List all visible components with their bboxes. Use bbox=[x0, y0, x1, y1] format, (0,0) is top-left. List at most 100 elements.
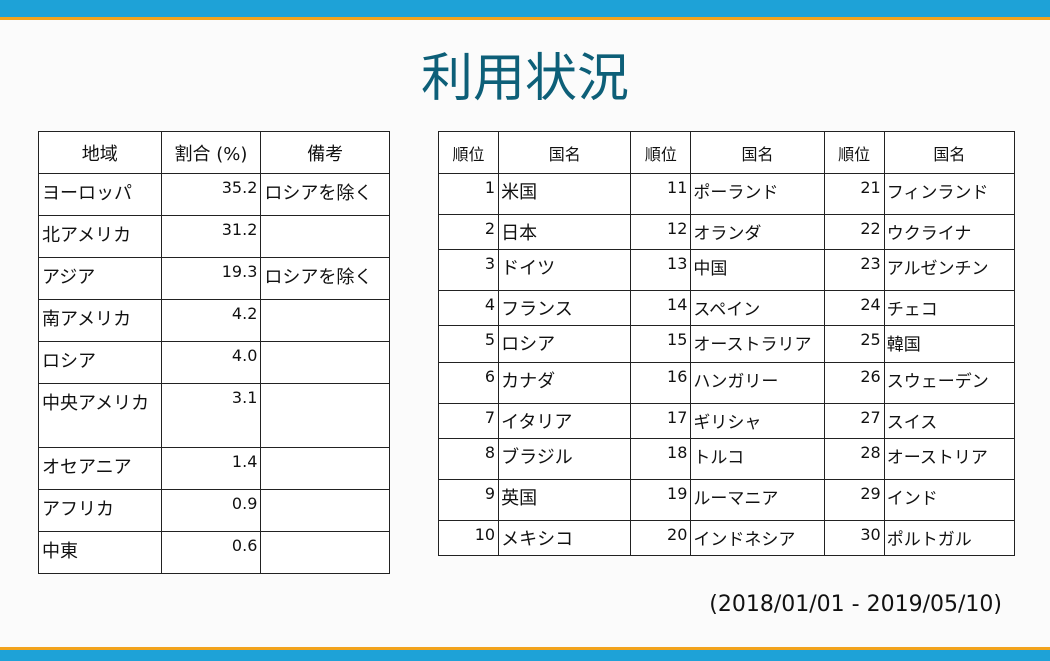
country-name: ポルトガル bbox=[883, 520, 1016, 556]
rank-table-header-row: 順位 国名 順位 国名 順位 国名 bbox=[437, 131, 1016, 174]
rank-number: 29 bbox=[823, 479, 885, 521]
rank-number: 12 bbox=[630, 214, 692, 250]
country-name: アルゼンチン bbox=[883, 249, 1016, 291]
table-row: 6 カナダ 16 ハンガリー 26 スウェーデン bbox=[437, 362, 1016, 404]
rank-number: 10 bbox=[437, 520, 500, 556]
rank-number: 28 bbox=[823, 438, 885, 480]
rank-number: 5 bbox=[437, 325, 500, 363]
table-row: 7 イタリア 17 ギリシャ 27 スイス bbox=[437, 403, 1016, 439]
rank-number: 17 bbox=[630, 403, 692, 439]
country-name: トルコ bbox=[690, 438, 825, 480]
rank-number: 9 bbox=[437, 479, 500, 521]
table-row: ヨーロッパ 35.2 ロシアを除く bbox=[38, 173, 390, 216]
rank-number: 18 bbox=[630, 438, 692, 480]
region-share: 4.2 bbox=[160, 299, 262, 342]
rank-number: 7 bbox=[437, 403, 500, 439]
country-name: ルーマニア bbox=[690, 479, 825, 521]
country-name: カナダ bbox=[498, 362, 632, 404]
country-name: ウクライナ bbox=[883, 214, 1016, 250]
country-name: フィンランド bbox=[883, 173, 1016, 215]
page-title: 利用状況 bbox=[420, 49, 629, 109]
country-name: 米国 bbox=[498, 173, 632, 215]
rank-column-header: 順位 bbox=[630, 131, 692, 174]
country-name: ドイツ bbox=[498, 249, 632, 291]
region-share-table: 地域 割合 (%) 備考 ヨーロッパ 35.2 ロシアを除く 北アメリカ 31.… bbox=[38, 131, 390, 574]
region-name: アフリカ bbox=[38, 489, 162, 532]
country-name: インド bbox=[883, 479, 1016, 521]
note-column-header: 備考 bbox=[260, 131, 390, 174]
top-banner-bar bbox=[0, 0, 1050, 20]
country-name: オランダ bbox=[690, 214, 825, 250]
region-name: ヨーロッパ bbox=[38, 173, 162, 216]
region-note bbox=[260, 383, 390, 448]
table-row: ロシア 4.0 bbox=[38, 341, 390, 384]
country-name: インドネシア bbox=[690, 520, 825, 556]
region-note bbox=[260, 531, 390, 574]
table-row: 北アメリカ 31.2 bbox=[38, 215, 390, 258]
country-name: フランス bbox=[498, 290, 632, 326]
region-share: 19.3 bbox=[160, 257, 262, 300]
table-row: 5 ロシア 15 オーストラリア 25 韓国 bbox=[437, 325, 1016, 363]
country-name: チェコ bbox=[883, 290, 1016, 326]
country-name: ロシア bbox=[498, 325, 632, 363]
country-name: メキシコ bbox=[498, 520, 632, 556]
rank-number: 25 bbox=[823, 325, 885, 363]
bottom-banner-bar bbox=[0, 647, 1050, 661]
rank-number: 26 bbox=[823, 362, 885, 404]
country-column-header: 国名 bbox=[883, 131, 1016, 174]
region-share: 4.0 bbox=[160, 341, 262, 384]
table-row: 2 日本 12 オランダ 22 ウクライナ bbox=[437, 214, 1016, 250]
rank-number: 27 bbox=[823, 403, 885, 439]
country-name: ポーランド bbox=[690, 173, 825, 215]
rank-number: 11 bbox=[630, 173, 692, 215]
table-row: 8 ブラジル 18 トルコ 28 オーストリア bbox=[437, 438, 1016, 480]
table-row: 南アメリカ 4.2 bbox=[38, 299, 390, 342]
table-row: アジア 19.3 ロシアを除く bbox=[38, 257, 390, 300]
region-name: アジア bbox=[38, 257, 162, 300]
table-row: 中央アメリカ 3.1 bbox=[38, 383, 390, 448]
rank-number: 23 bbox=[823, 249, 885, 291]
region-name: ロシア bbox=[38, 341, 162, 384]
region-name: 中東 bbox=[38, 531, 162, 574]
country-column-header: 国名 bbox=[690, 131, 825, 174]
country-name: オーストリア bbox=[883, 438, 1016, 480]
table-row: アフリカ 0.9 bbox=[38, 489, 390, 532]
rank-number: 13 bbox=[630, 249, 692, 291]
rank-number: 1 bbox=[437, 173, 500, 215]
country-name: ハンガリー bbox=[690, 362, 825, 404]
country-name: スウェーデン bbox=[883, 362, 1016, 404]
rank-number: 30 bbox=[823, 520, 885, 556]
region-note bbox=[260, 447, 390, 490]
rank-number: 20 bbox=[630, 520, 692, 556]
country-name: スペイン bbox=[690, 290, 825, 326]
rank-number: 8 bbox=[437, 438, 500, 480]
region-share: 1.4 bbox=[160, 447, 262, 490]
region-note bbox=[260, 215, 390, 258]
table-row: 中東 0.6 bbox=[38, 531, 390, 574]
country-name: 英国 bbox=[498, 479, 632, 521]
region-share: 31.2 bbox=[160, 215, 262, 258]
rank-column-header: 順位 bbox=[823, 131, 885, 174]
country-name: 中国 bbox=[690, 249, 825, 291]
table-row: 10 メキシコ 20 インドネシア 30 ポルトガル bbox=[437, 520, 1016, 556]
rank-number: 2 bbox=[437, 214, 500, 250]
region-name: 南アメリカ bbox=[38, 299, 162, 342]
rank-number: 21 bbox=[823, 173, 885, 215]
region-share: 0.6 bbox=[160, 531, 262, 574]
table-row: 9 英国 19 ルーマニア 29 インド bbox=[437, 479, 1016, 521]
country-ranking-table: 順位 国名 順位 国名 順位 国名 1 米国 11 ポーランド 21 フィンラン… bbox=[437, 131, 1016, 556]
country-name: 日本 bbox=[498, 214, 632, 250]
region-share: 0.9 bbox=[160, 489, 262, 532]
country-name: ギリシャ bbox=[690, 403, 825, 439]
table-row: 4 フランス 14 スペイン 24 チェコ bbox=[437, 290, 1016, 326]
region-name: 中央アメリカ bbox=[38, 383, 162, 448]
region-column-header: 地域 bbox=[38, 131, 162, 174]
country-name: オーストラリア bbox=[690, 325, 825, 363]
rank-number: 14 bbox=[630, 290, 692, 326]
region-note: ロシアを除く bbox=[260, 257, 390, 300]
rank-number: 22 bbox=[823, 214, 885, 250]
region-note bbox=[260, 489, 390, 532]
region-table-header-row: 地域 割合 (%) 備考 bbox=[38, 131, 390, 174]
country-name: スイス bbox=[883, 403, 1016, 439]
region-name: 北アメリカ bbox=[38, 215, 162, 258]
